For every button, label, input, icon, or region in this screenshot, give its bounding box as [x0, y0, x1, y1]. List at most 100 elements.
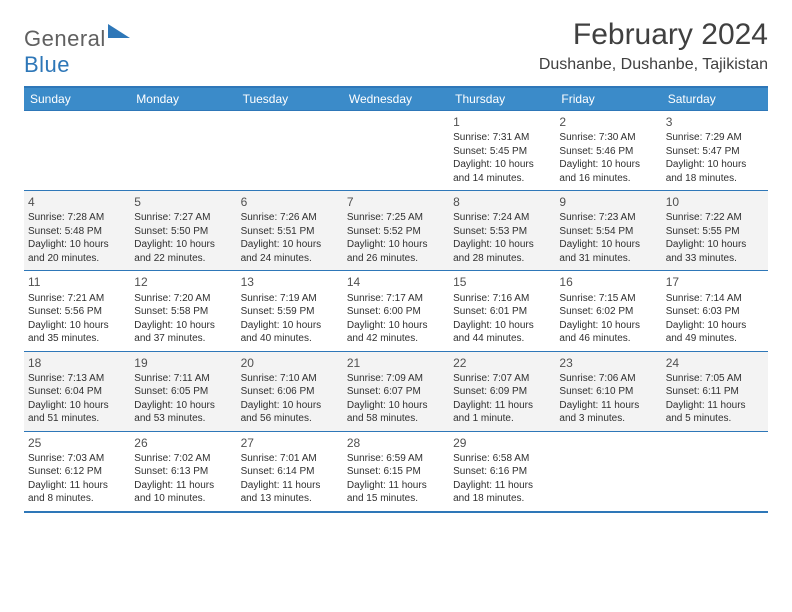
sunset-text: Sunset: 5:59 PM	[241, 305, 339, 319]
calendar-cell: 14Sunrise: 7:17 AMSunset: 6:00 PMDayligh…	[343, 271, 449, 351]
daylight-text: Daylight: 10 hours and 58 minutes.	[347, 399, 445, 426]
day-number: 11	[28, 274, 126, 290]
sunrise-text: Sunrise: 6:59 AM	[347, 452, 445, 466]
day-number: 1	[453, 114, 551, 130]
day-number: 3	[666, 114, 764, 130]
sunrise-text: Sunrise: 7:21 AM	[28, 292, 126, 306]
day-number: 13	[241, 274, 339, 290]
calendar-cell: 25Sunrise: 7:03 AMSunset: 6:12 PMDayligh…	[24, 431, 130, 512]
day-number: 8	[453, 194, 551, 210]
sunrise-text: Sunrise: 7:13 AM	[28, 372, 126, 386]
calendar-cell: 15Sunrise: 7:16 AMSunset: 6:01 PMDayligh…	[449, 271, 555, 351]
calendar-cell: 12Sunrise: 7:20 AMSunset: 5:58 PMDayligh…	[130, 271, 236, 351]
daylight-text: Daylight: 11 hours and 8 minutes.	[28, 479, 126, 506]
day-number: 17	[666, 274, 764, 290]
sunset-text: Sunset: 6:02 PM	[559, 305, 657, 319]
calendar-cell: 23Sunrise: 7:06 AMSunset: 6:10 PMDayligh…	[555, 351, 661, 431]
sunrise-text: Sunrise: 7:02 AM	[134, 452, 232, 466]
daylight-text: Daylight: 11 hours and 10 minutes.	[134, 479, 232, 506]
sunrise-text: Sunrise: 7:27 AM	[134, 211, 232, 225]
sunset-text: Sunset: 5:51 PM	[241, 225, 339, 239]
sunrise-text: Sunrise: 7:07 AM	[453, 372, 551, 386]
daylight-text: Daylight: 10 hours and 22 minutes.	[134, 238, 232, 265]
calendar-week: 1Sunrise: 7:31 AMSunset: 5:45 PMDaylight…	[24, 111, 768, 191]
logo-part2: Blue	[24, 52, 70, 77]
logo-part1: General	[24, 26, 106, 51]
calendar-cell	[237, 111, 343, 191]
daylight-text: Daylight: 10 hours and 51 minutes.	[28, 399, 126, 426]
daylight-text: Daylight: 10 hours and 53 minutes.	[134, 399, 232, 426]
sunset-text: Sunset: 5:58 PM	[134, 305, 232, 319]
calendar-cell: 5Sunrise: 7:27 AMSunset: 5:50 PMDaylight…	[130, 191, 236, 271]
day-number: 15	[453, 274, 551, 290]
calendar-cell: 20Sunrise: 7:10 AMSunset: 6:06 PMDayligh…	[237, 351, 343, 431]
location-label: Dushanbe, Dushanbe, Tajikistan	[539, 56, 768, 74]
sunrise-text: Sunrise: 7:01 AM	[241, 452, 339, 466]
weekday-header: Thursday	[449, 87, 555, 111]
sunrise-text: Sunrise: 7:05 AM	[666, 372, 764, 386]
calendar-cell: 7Sunrise: 7:25 AMSunset: 5:52 PMDaylight…	[343, 191, 449, 271]
calendar-table: SundayMondayTuesdayWednesdayThursdayFrid…	[24, 86, 768, 513]
day-number: 16	[559, 274, 657, 290]
sunrise-text: Sunrise: 7:19 AM	[241, 292, 339, 306]
day-number: 9	[559, 194, 657, 210]
sunrise-text: Sunrise: 7:03 AM	[28, 452, 126, 466]
sunset-text: Sunset: 6:01 PM	[453, 305, 551, 319]
daylight-text: Daylight: 11 hours and 5 minutes.	[666, 399, 764, 426]
weekday-header: Monday	[130, 87, 236, 111]
calendar-week: 4Sunrise: 7:28 AMSunset: 5:48 PMDaylight…	[24, 191, 768, 271]
calendar-cell: 16 Sunrise: 7:15 AMSunset: 6:02 PMDayligh…	[555, 271, 661, 351]
daylight-text: Daylight: 10 hours and 37 minutes.	[134, 319, 232, 346]
calendar-page: General Blue February 2024 Dushanbe, Dus…	[0, 0, 792, 531]
daylight-text: Daylight: 11 hours and 13 minutes.	[241, 479, 339, 506]
page-title: February 2024	[539, 18, 768, 52]
sunset-text: Sunset: 6:12 PM	[28, 465, 126, 479]
daylight-text: Daylight: 10 hours and 46 minutes.	[559, 319, 657, 346]
weekday-header: Sunday	[24, 87, 130, 111]
sunrise-text: Sunrise: 7:09 AM	[347, 372, 445, 386]
calendar-cell: 22Sunrise: 7:07 AMSunset: 6:09 PMDayligh…	[449, 351, 555, 431]
daylight-text: Daylight: 10 hours and 33 minutes.	[666, 238, 764, 265]
calendar-cell	[555, 431, 661, 512]
sunrise-text: Sunrise: 7:28 AM	[28, 211, 126, 225]
logo: General Blue	[24, 24, 130, 78]
sunset-text: Sunset: 6:16 PM	[453, 465, 551, 479]
weekday-header: Friday	[555, 87, 661, 111]
title-block: February 2024 Dushanbe, Dushanbe, Tajiki…	[539, 18, 768, 74]
sunset-text: Sunset: 6:14 PM	[241, 465, 339, 479]
daylight-text: Daylight: 10 hours and 20 minutes.	[28, 238, 126, 265]
calendar-cell: 1Sunrise: 7:31 AMSunset: 5:45 PMDaylight…	[449, 111, 555, 191]
day-number: 14	[347, 274, 445, 290]
sunset-text: Sunset: 5:46 PM	[559, 145, 657, 159]
day-number: 22	[453, 355, 551, 371]
calendar-cell: 21Sunrise: 7:09 AMSunset: 6:07 PMDayligh…	[343, 351, 449, 431]
daylight-text: Daylight: 10 hours and 24 minutes.	[241, 238, 339, 265]
sunrise-text: Sunrise: 7:10 AM	[241, 372, 339, 386]
daylight-text: Daylight: 10 hours and 40 minutes.	[241, 319, 339, 346]
sunset-text: Sunset: 6:09 PM	[453, 385, 551, 399]
sunrise-text: Sunrise: 7:24 AM	[453, 211, 551, 225]
sunrise-text: Sunrise: 7:15 AM	[559, 292, 657, 306]
calendar-cell: 4Sunrise: 7:28 AMSunset: 5:48 PMDaylight…	[24, 191, 130, 271]
calendar-cell: 18Sunrise: 7:13 AMSunset: 6:04 PMDayligh…	[24, 351, 130, 431]
daylight-text: Daylight: 10 hours and 16 minutes.	[559, 158, 657, 185]
sunset-text: Sunset: 6:13 PM	[134, 465, 232, 479]
calendar-cell: 9Sunrise: 7:23 AMSunset: 5:54 PMDaylight…	[555, 191, 661, 271]
calendar-cell: 28Sunrise: 6:59 AMSunset: 6:15 PMDayligh…	[343, 431, 449, 512]
sunset-text: Sunset: 5:45 PM	[453, 145, 551, 159]
day-number: 29	[453, 435, 551, 451]
day-number: 19	[134, 355, 232, 371]
daylight-text: Daylight: 10 hours and 56 minutes.	[241, 399, 339, 426]
calendar-cell	[24, 111, 130, 191]
calendar-cell: 2Sunrise: 7:30 AMSunset: 5:46 PMDaylight…	[555, 111, 661, 191]
calendar-cell: 6Sunrise: 7:26 AMSunset: 5:51 PMDaylight…	[237, 191, 343, 271]
day-number: 2	[559, 114, 657, 130]
sunrise-text: Sunrise: 6:58 AM	[453, 452, 551, 466]
sunset-text: Sunset: 6:03 PM	[666, 305, 764, 319]
weekday-header: Wednesday	[343, 87, 449, 111]
calendar-cell: 3Sunrise: 7:29 AMSunset: 5:47 PMDaylight…	[662, 111, 768, 191]
sunset-text: Sunset: 5:50 PM	[134, 225, 232, 239]
sunset-text: Sunset: 5:48 PM	[28, 225, 126, 239]
daylight-text: Daylight: 10 hours and 44 minutes.	[453, 319, 551, 346]
calendar-cell: 24Sunrise: 7:05 AMSunset: 6:11 PMDayligh…	[662, 351, 768, 431]
